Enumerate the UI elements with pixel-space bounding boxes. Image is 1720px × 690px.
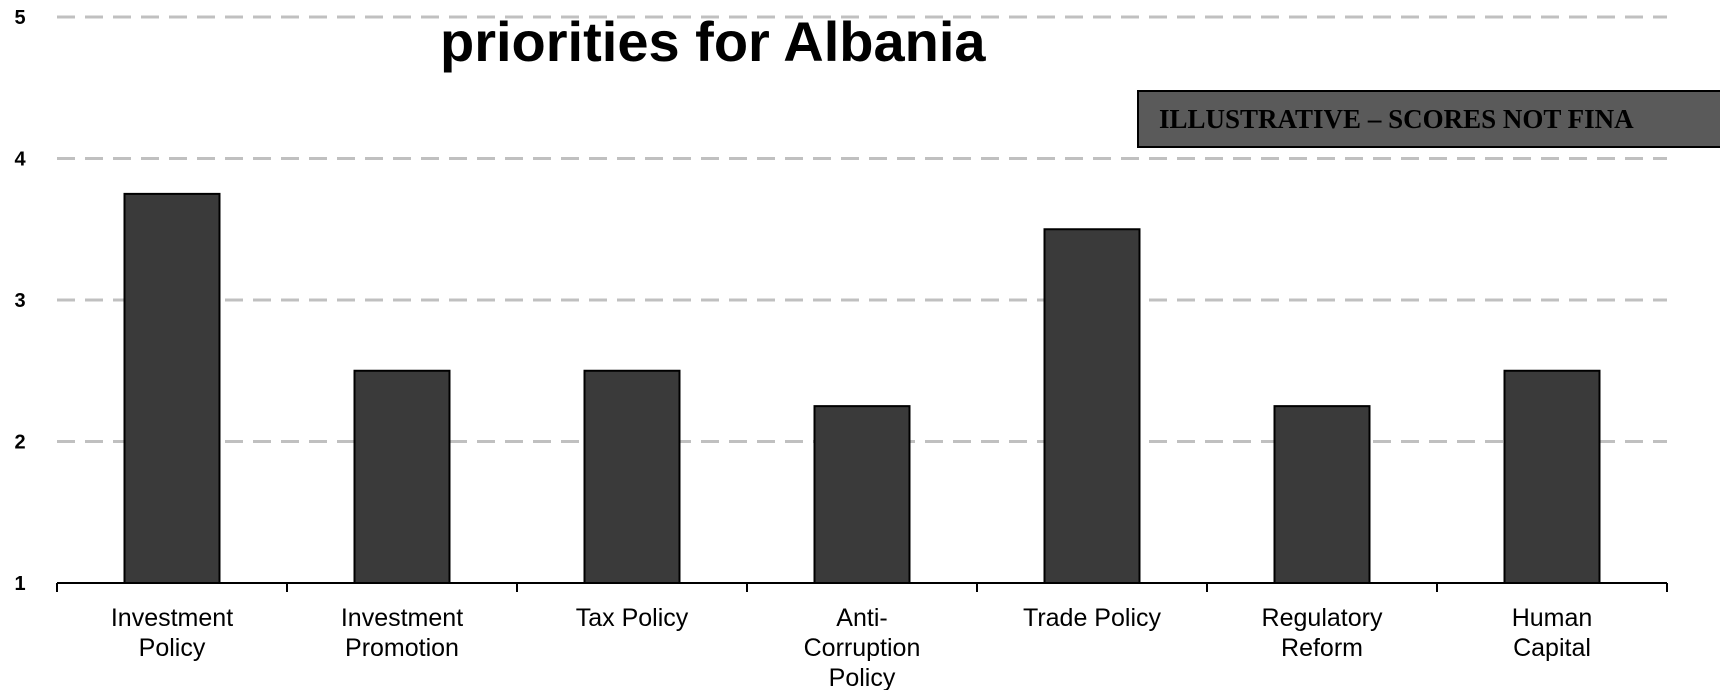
- x-category-label-3: Anti-Corruption Policy: [804, 604, 921, 690]
- x-category-label-5: Regulatory Reform: [1262, 604, 1383, 662]
- y-tick-label-2: 2: [14, 432, 25, 454]
- y-tick-labels: 1 2 3 4 5: [14, 7, 26, 595]
- x-category-label-6: Human Capital: [1512, 604, 1593, 662]
- bar-0: [123, 192, 221, 584]
- y-tick-label-4: 4: [14, 149, 26, 171]
- illustrative-badge: ILLUSTRATIVE – SCORES NOT FINA: [1137, 90, 1720, 148]
- x-category-label-2: Tax Policy: [576, 604, 689, 632]
- x-category-label-1: Investment Promotion: [341, 604, 463, 662]
- bar-2: [583, 369, 681, 584]
- y-tick-label-5: 5: [14, 7, 25, 29]
- bar-4: [1043, 228, 1141, 584]
- x-axis: [56, 582, 1668, 592]
- y-tick-label-3: 3: [14, 290, 25, 312]
- x-category-labels: Investment Policy Investment Promotion Tax P…: [111, 604, 1592, 690]
- x-category-label-4: Trade Policy: [1023, 604, 1162, 632]
- x-category-label-0: Investment Policy: [111, 604, 233, 662]
- chart-title: priorities for Albania: [440, 10, 986, 73]
- bar-3: [813, 405, 911, 584]
- y-tick-label-1: 1: [14, 573, 25, 595]
- bars: [123, 192, 1601, 584]
- badge-label: ILLUSTRATIVE – SCORES NOT FINA: [1159, 104, 1634, 134]
- bar-6: [1503, 369, 1601, 584]
- bar-1: [353, 369, 451, 584]
- bar-5: [1273, 405, 1371, 584]
- gridlines: [57, 15, 1667, 443]
